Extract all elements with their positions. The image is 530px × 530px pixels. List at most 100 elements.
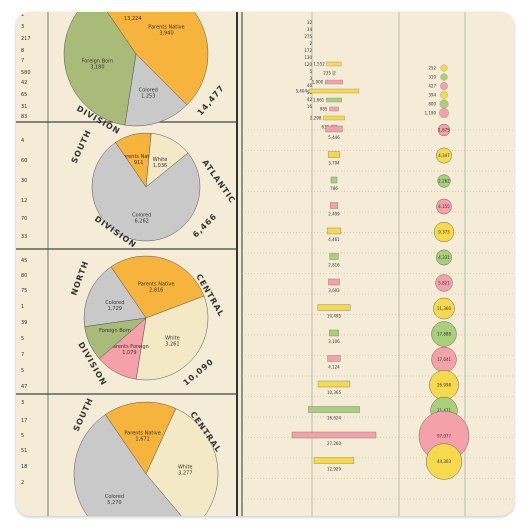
small-circle-label: 427 [428,84,436,89]
row-number: 3 [21,400,24,406]
circle [433,221,455,243]
circle [425,443,463,480]
circle-label: 5,821 [438,281,450,286]
small-bar [332,70,336,76]
chart-canvas: 1321787580426531834603012703345807513957… [16,12,514,516]
row-number: 5 [21,368,24,374]
bar [329,202,339,209]
pie-3-region-word: NORTH [69,259,90,296]
bar-label: 27,260 [327,441,341,446]
circle [437,174,451,188]
pie-3-slice-value: 1,729 [108,306,122,312]
row-number: 16 [307,104,313,109]
small-bar-label: 1,900 [312,80,324,85]
row-number: 18 [21,464,27,470]
row-number: 7 [21,58,24,64]
small-circle-label: 1,190 [425,111,437,116]
small-bar-label: 235 [323,71,331,76]
circle [436,147,452,164]
row-number: 5 [309,69,312,74]
circle [435,274,453,292]
bar-label: 3,794 [328,161,340,166]
pie-3-slice-label: Parents Native [138,281,174,287]
circle-label: 21,471 [437,408,451,413]
small-circle [440,91,448,99]
bar-label: 4,124 [328,365,340,370]
row-number: 42 [21,80,27,86]
row-number: 83 [21,114,27,120]
circle-label: 9,373 [438,230,450,235]
small-bar [308,88,360,94]
row-number: 12 [21,198,27,204]
bar [330,176,338,184]
pie-4-slice-value: 5,270 [107,500,121,506]
pie-2-slice-value: 1,036 [153,163,167,169]
row-number: 51 [21,448,27,454]
bar-label: 3,603 [328,288,340,293]
row-number: 275 [304,34,312,39]
row-number: 1 [21,304,24,310]
pie-4-slice-label: Parents Native [124,431,160,437]
pie-4-slice [73,414,182,516]
pie-1-slice-value: 3,180 [90,65,104,71]
row-number: 60 [21,158,27,164]
row-number: 3 [309,76,312,81]
pie-1-slice [106,12,209,106]
circle-label: 4,331 [438,255,450,260]
row-number: 75 [21,288,27,294]
row-number: 217 [21,36,31,42]
small-bar-label: 1,661 [313,98,325,103]
row-number: 8 [21,48,24,54]
row-number: 172 [304,48,312,53]
bar [317,380,351,388]
pie-3-slice-value: 2,816 [149,287,163,293]
row-number: 65 [21,92,27,98]
circle-label: 11,360 [437,306,451,311]
pie-2-region-word: SOUTH [70,128,93,165]
circle [437,123,451,137]
row-number: 39 [21,320,27,326]
small-bar [329,106,339,112]
row-number: 45 [21,258,27,264]
bar-label: 2,499 [328,212,340,217]
pie-3-slice [83,266,147,327]
pie-4-slice-label: White [178,465,193,471]
bar [327,355,341,362]
bar [313,457,355,464]
pie-2-slice-value: 911 [134,160,144,166]
pie-1-slice [63,12,137,126]
row-number: 42 [307,97,313,102]
row-number: 5 [21,336,24,342]
row-number: 70 [21,216,27,222]
circle-label: 17,641 [437,357,451,362]
pie-3-slice-label: White [165,336,180,342]
bar-label: 2,816 [328,263,340,268]
pie-2-slice-value: 6,262 [135,218,149,224]
pie-4-slice [104,401,177,475]
small-bar [326,61,342,67]
row-number: 120 [304,62,312,67]
row-number: 7 [21,352,24,358]
circle-label: 4,347 [438,153,450,158]
row-number: 580 [21,70,31,76]
row-number: 47 [21,384,27,390]
pie-1-slice-label: Colored [139,88,158,94]
bar [326,227,342,235]
pie-4-slice-label: Colored [105,494,124,500]
small-circle-label: 394 [428,93,436,98]
row-number: 2 [309,41,312,46]
circle [433,297,455,320]
pie-3-slice-value: 3,261 [165,342,179,348]
bar [327,151,341,158]
pie-4-slice [145,408,219,516]
small-bar [326,97,342,103]
bar [329,329,339,337]
pie-4-slice-value: 1,671 [135,437,149,443]
bar [325,125,343,133]
pie-3-slice-label: Foreign Born [99,328,131,334]
pie-2-slice-label: Colored [132,212,151,218]
pie-1-top-value: 13,224 [124,16,142,22]
circle-label: 4,155 [438,204,450,209]
pie-1-slice [124,53,188,127]
row-number: 31 [21,104,27,110]
